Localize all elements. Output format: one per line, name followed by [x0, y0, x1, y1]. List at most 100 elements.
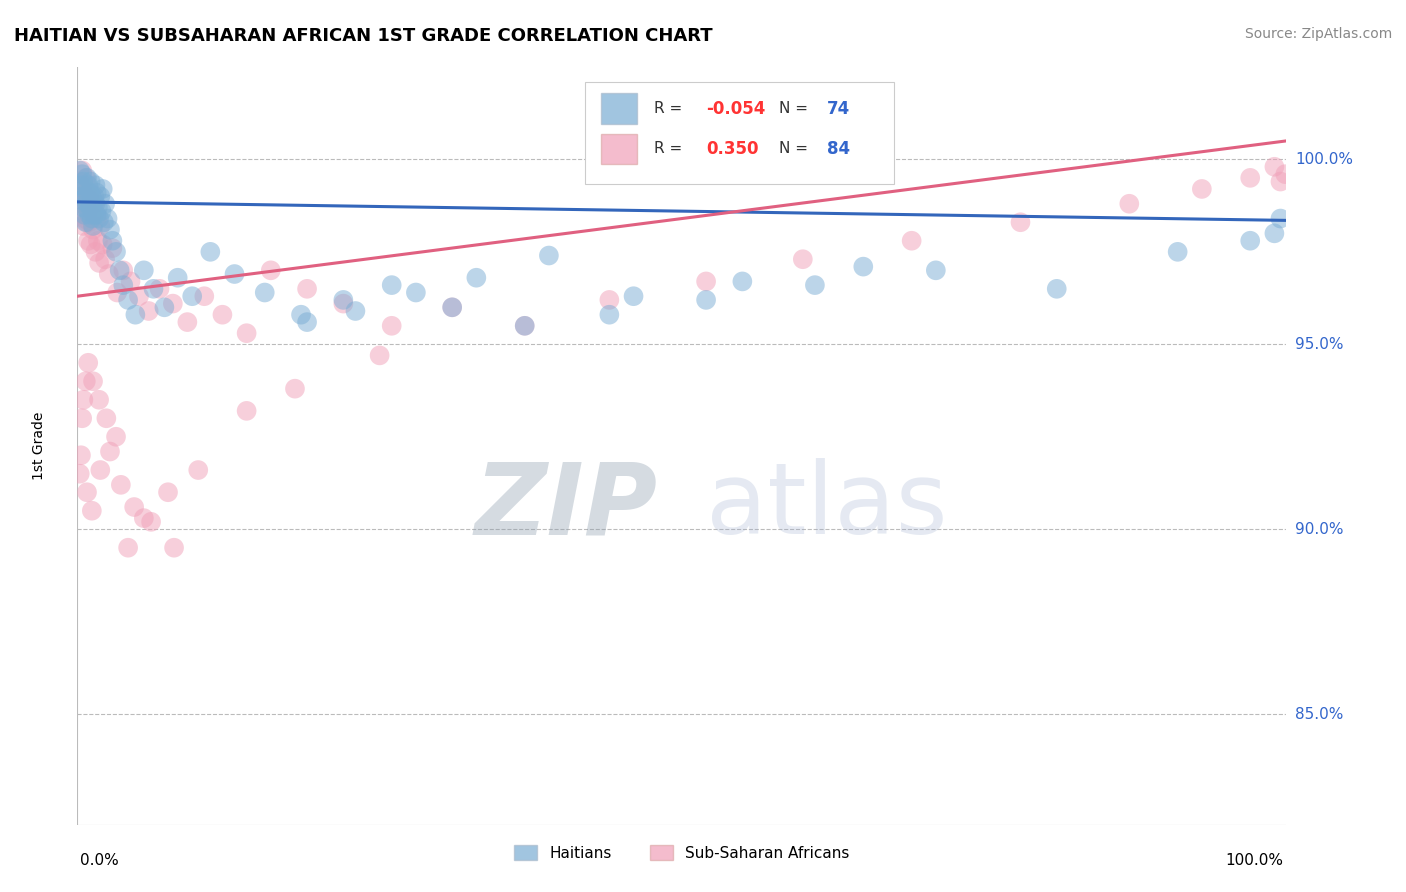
Point — [72, 392, 94, 407]
Text: 1st Grade: 1st Grade — [32, 412, 45, 480]
Point — [79, 201, 101, 215]
Point — [79, 208, 101, 222]
Point — [70, 178, 93, 193]
Point — [70, 167, 93, 181]
Point — [1118, 196, 1140, 211]
Point — [82, 222, 104, 236]
FancyBboxPatch shape — [600, 94, 637, 124]
Point — [77, 204, 100, 219]
Text: R =: R = — [654, 141, 682, 156]
Point — [69, 467, 91, 481]
Point — [1239, 234, 1261, 248]
Point — [1010, 215, 1032, 229]
Point — [1274, 167, 1296, 181]
Point — [105, 430, 128, 444]
Point — [162, 296, 184, 310]
Point — [1167, 244, 1189, 259]
Point — [405, 285, 427, 300]
Point — [122, 500, 145, 514]
Point — [731, 274, 754, 288]
Point — [792, 252, 814, 267]
Point — [70, 448, 93, 462]
Point — [89, 189, 111, 203]
Point — [94, 196, 117, 211]
Point — [77, 178, 100, 193]
Point — [80, 504, 103, 518]
Point — [224, 267, 246, 281]
Point — [86, 186, 108, 200]
Point — [101, 234, 124, 248]
Point — [1263, 160, 1285, 174]
Point — [211, 308, 233, 322]
Point — [79, 193, 101, 207]
Text: N =: N = — [779, 101, 807, 116]
Point — [290, 308, 312, 322]
Point — [117, 293, 139, 307]
Point — [124, 308, 146, 322]
Point — [163, 541, 186, 555]
Point — [87, 234, 110, 248]
Point — [73, 211, 96, 226]
Point — [70, 189, 93, 203]
Point — [72, 175, 94, 189]
Text: -0.054: -0.054 — [706, 100, 765, 118]
Point — [80, 211, 103, 226]
Point — [80, 208, 103, 222]
Point — [70, 411, 93, 425]
Point — [139, 515, 162, 529]
Point — [1239, 170, 1261, 185]
Point — [153, 301, 176, 315]
Point — [368, 348, 391, 362]
Point — [284, 382, 307, 396]
Point — [84, 244, 107, 259]
Point — [72, 201, 94, 215]
Point — [70, 193, 93, 207]
Text: 95.0%: 95.0% — [1295, 337, 1343, 351]
Point — [69, 175, 91, 189]
Point — [1263, 227, 1285, 241]
Point — [75, 189, 97, 203]
Point — [72, 178, 94, 193]
Text: 84: 84 — [827, 140, 851, 158]
FancyBboxPatch shape — [585, 82, 894, 185]
Point — [89, 463, 111, 477]
Text: 85.0%: 85.0% — [1295, 706, 1343, 722]
Point — [295, 315, 318, 329]
Point — [79, 215, 101, 229]
Point — [91, 182, 114, 196]
Point — [1270, 211, 1292, 226]
Point — [110, 478, 132, 492]
Point — [70, 163, 93, 178]
Point — [77, 234, 100, 248]
Point — [112, 278, 135, 293]
Point — [187, 463, 209, 477]
Point — [235, 326, 257, 341]
Point — [97, 267, 120, 281]
Text: ZIP: ZIP — [475, 458, 658, 555]
Point — [142, 282, 165, 296]
Point — [852, 260, 875, 274]
Point — [77, 204, 100, 219]
Point — [82, 374, 104, 388]
Point — [166, 270, 188, 285]
Point — [93, 215, 115, 229]
Point — [105, 285, 128, 300]
Text: 100.0%: 100.0% — [1226, 853, 1284, 868]
Point — [83, 189, 105, 203]
Point — [98, 444, 121, 458]
Text: 90.0%: 90.0% — [1295, 522, 1343, 537]
Point — [120, 274, 142, 288]
Point — [79, 189, 101, 203]
Point — [101, 241, 124, 255]
Point — [80, 189, 103, 203]
Point — [132, 511, 155, 525]
Text: 0.0%: 0.0% — [80, 853, 120, 868]
Point — [76, 196, 98, 211]
Point — [70, 189, 93, 203]
Point — [70, 208, 93, 222]
Point — [96, 211, 118, 226]
Point — [260, 263, 283, 277]
Point — [76, 170, 98, 185]
Point — [76, 485, 98, 500]
Text: 100.0%: 100.0% — [1295, 152, 1353, 167]
